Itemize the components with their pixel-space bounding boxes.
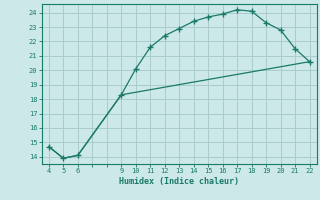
X-axis label: Humidex (Indice chaleur): Humidex (Indice chaleur) — [119, 177, 239, 186]
